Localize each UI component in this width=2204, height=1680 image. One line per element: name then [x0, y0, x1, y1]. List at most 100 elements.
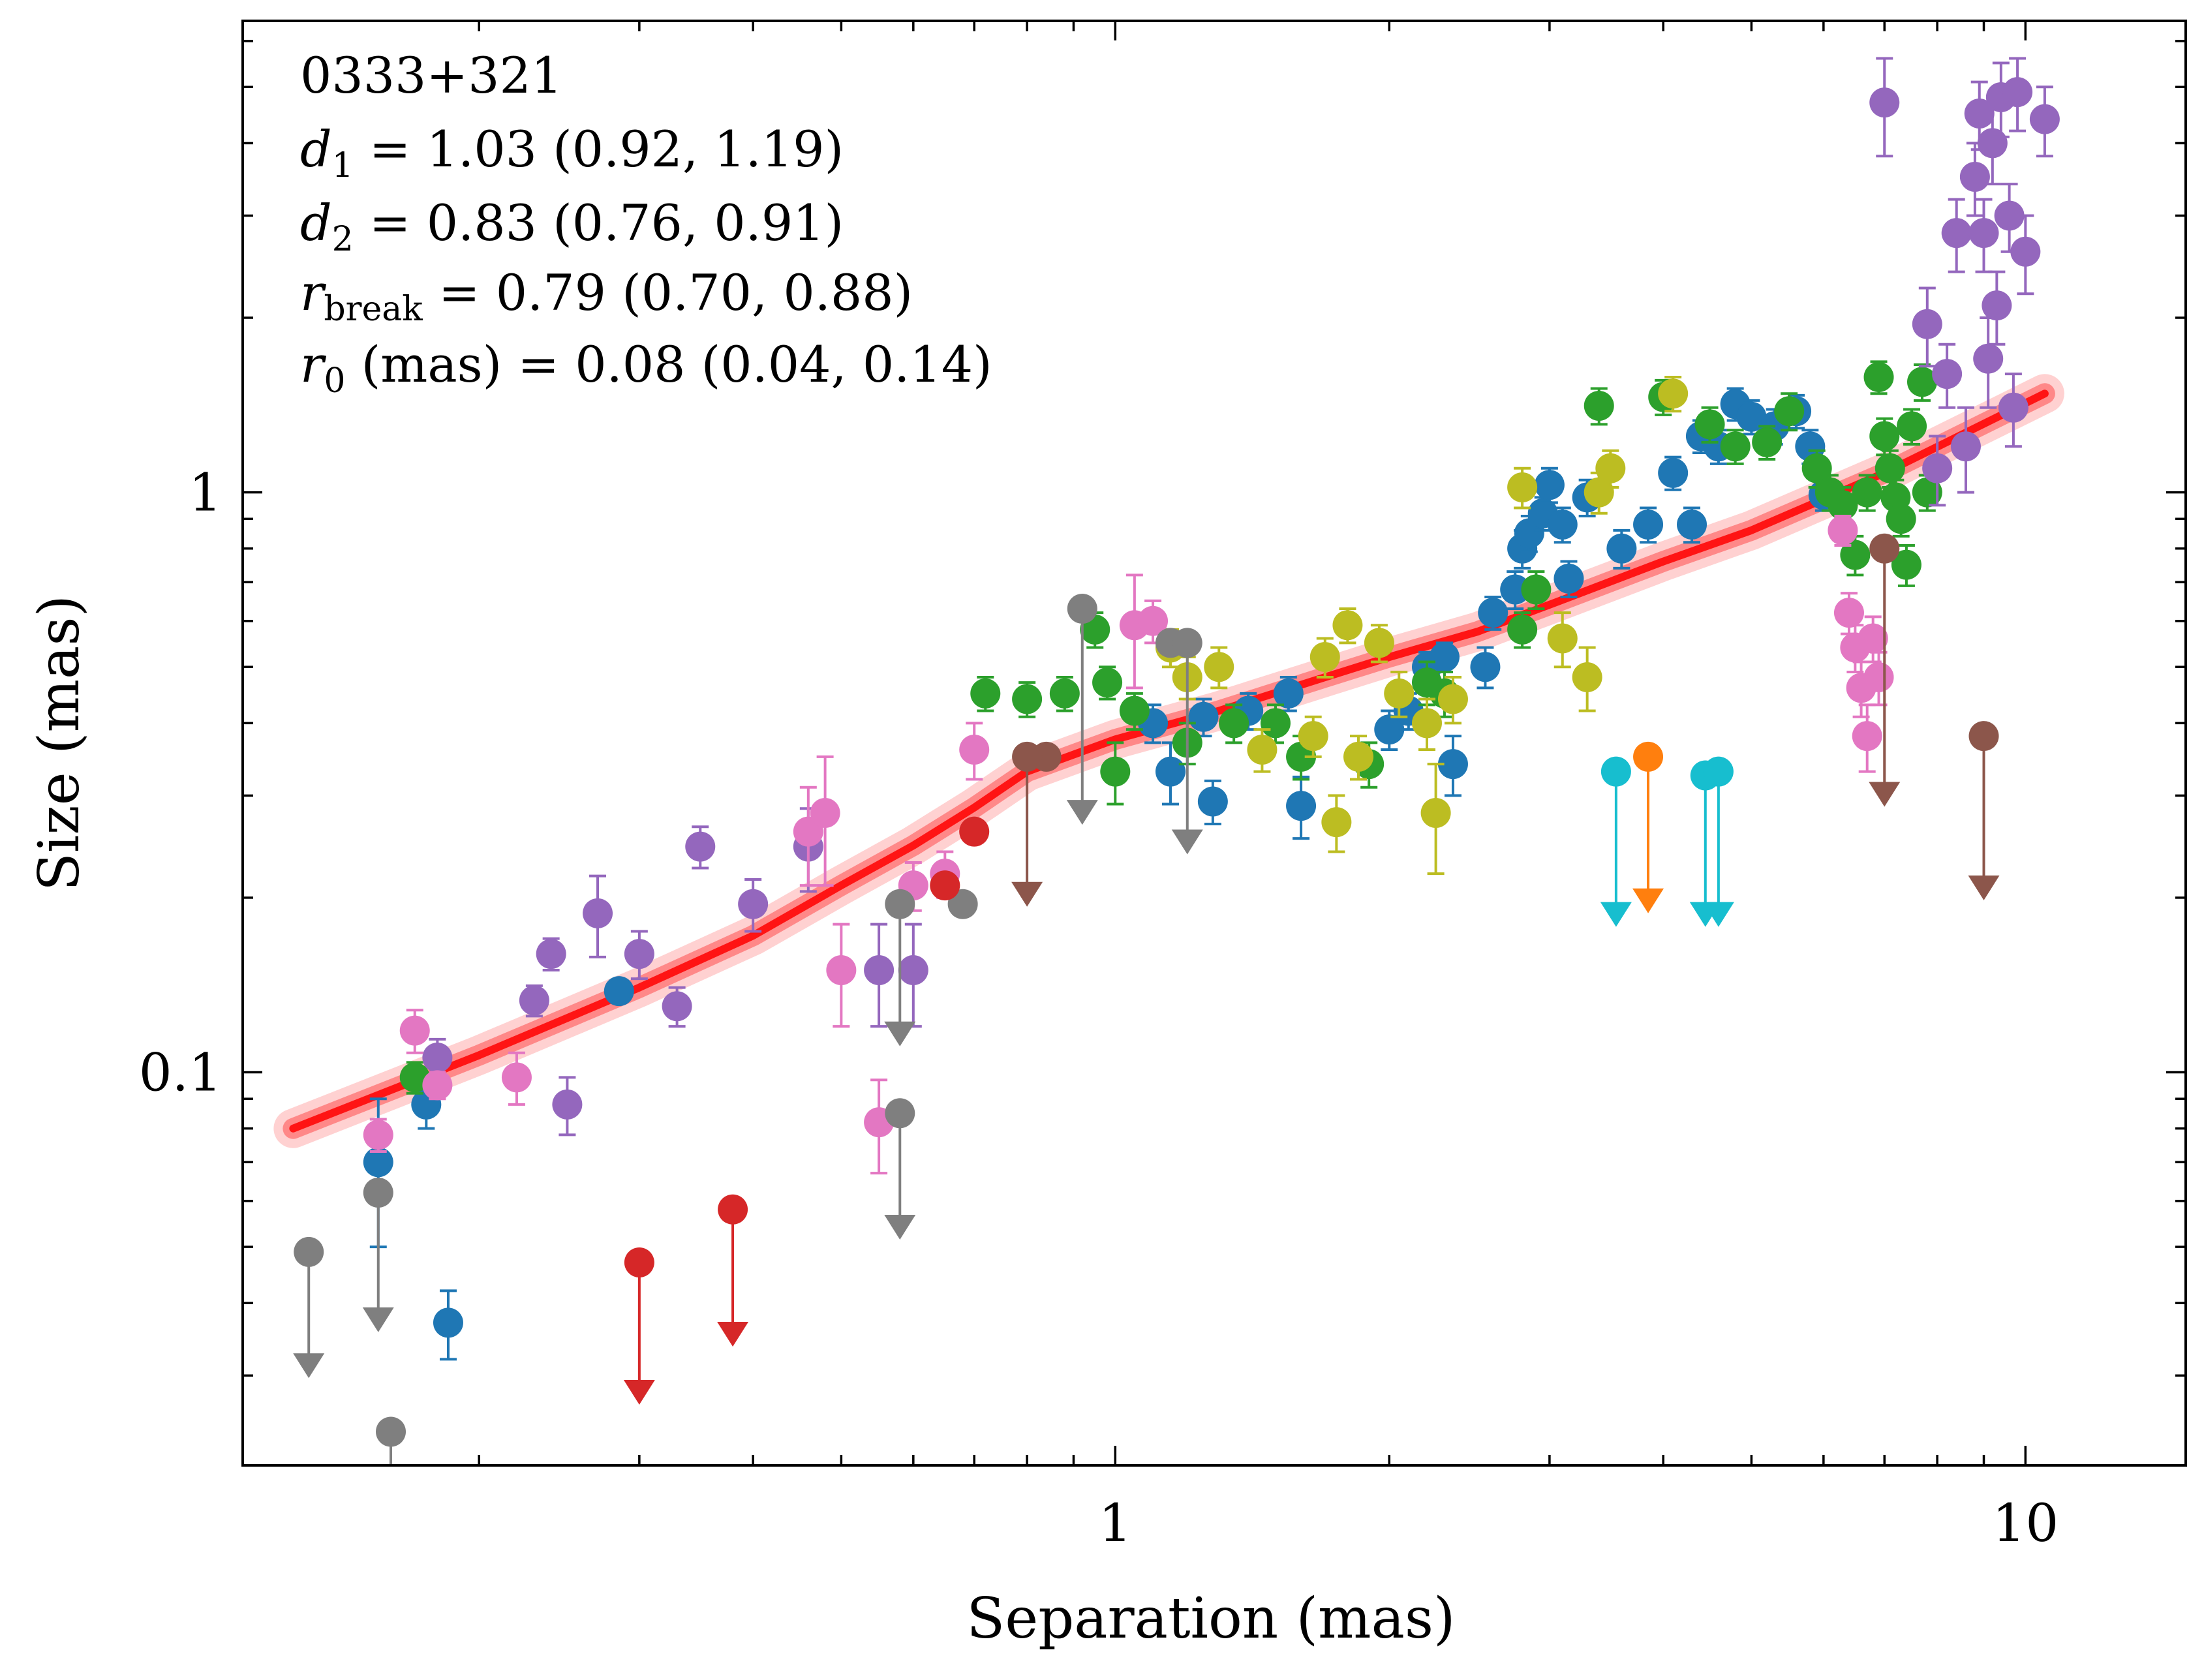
marker-purple: [1912, 309, 1942, 339]
limit-marker: [1172, 628, 1202, 658]
data-point: [363, 1118, 393, 1153]
marker-purple: [1968, 218, 1999, 249]
limit-arrow: [1171, 829, 1203, 855]
marker-green: [1912, 477, 1942, 508]
data-point: [1677, 506, 1707, 544]
series-yellow: [1155, 376, 1689, 876]
marker-blue: [363, 1147, 393, 1178]
marker-green: [1852, 477, 1882, 508]
limit-marker: [1869, 533, 1900, 564]
marker-blue: [1374, 714, 1405, 745]
upper-limit: [623, 1247, 655, 1405]
marker-yellow: [1309, 642, 1340, 673]
data-point: [864, 923, 895, 1028]
upper-limit: [376, 1416, 406, 1465]
limit-marker: [885, 1098, 915, 1129]
annotation-rbreak-symbol: r: [300, 264, 327, 322]
marker-purple: [2029, 104, 2060, 134]
marker-yellow: [1507, 472, 1538, 502]
data-point: [1204, 646, 1234, 690]
data-point: [826, 923, 857, 1028]
marker-blue: [1478, 598, 1508, 628]
data-point: [1869, 57, 1900, 158]
marker-yellow: [1420, 798, 1451, 829]
limit-arrow: [1011, 881, 1043, 907]
upper-limit: [1702, 756, 1734, 927]
data-point: [1774, 392, 1805, 432]
limit-marker: [294, 1236, 324, 1267]
data-point: [1840, 534, 1871, 577]
limit-arrow: [1869, 782, 1901, 807]
data-point: [662, 986, 692, 1028]
series-green: [399, 360, 1942, 1095]
y-axis-title: Size (mas): [27, 595, 92, 891]
marker-yellow: [1247, 735, 1278, 765]
annotation-d2-value: = 0.83 (0.76, 0.91): [354, 194, 844, 252]
data-point: [1470, 646, 1501, 690]
data-point: [1912, 286, 1942, 368]
data-point: [2010, 214, 2041, 296]
data-point: [1891, 543, 1921, 587]
marker-pink: [1852, 721, 1882, 752]
limit-marker: [1600, 756, 1631, 787]
data-point: [2002, 57, 2033, 132]
data-point: [1906, 363, 1937, 402]
x-axis-title: Separation (mas): [966, 1586, 1455, 1651]
data-point: [1500, 570, 1531, 610]
marker-pink: [1828, 515, 1858, 545]
upper-limit: [1869, 533, 1901, 807]
upper-limit: [1600, 756, 1632, 927]
marker-green: [1584, 390, 1614, 421]
upper-limit: [362, 1178, 394, 1332]
annotation-rbreak-value: = 0.79 (0.70, 0.88): [423, 264, 913, 322]
annotation-source: 0333+321: [300, 46, 562, 104]
tick-labels-group: 1 10 0.1 1: [139, 463, 2059, 1553]
marker-green: [1774, 396, 1805, 427]
marker-pink: [810, 798, 840, 829]
data-point: [1507, 466, 1538, 510]
marker-green: [1720, 431, 1751, 462]
marker-yellow: [1343, 741, 1374, 772]
data-point: [1554, 560, 1584, 599]
marker-purple: [422, 1043, 453, 1073]
marker-pink: [422, 1070, 453, 1101]
data-point: [1119, 692, 1150, 731]
limit-marker: [885, 889, 915, 919]
marker-purple: [1977, 128, 2008, 159]
data-point: [1100, 741, 1131, 806]
marker-green: [1507, 614, 1538, 645]
marker-purple: [519, 985, 549, 1016]
limit-arrow: [1600, 902, 1632, 927]
data-point: [1932, 343, 1963, 409]
data-point: [1437, 735, 1468, 797]
data-point: [399, 1009, 430, 1054]
data-point: [1694, 406, 1725, 444]
marker-blue: [1736, 401, 1767, 432]
annotation-rbreak-subscript: break: [324, 290, 423, 329]
data-point: [536, 937, 566, 971]
data-point: [1188, 697, 1219, 738]
marker-purple: [1932, 359, 1963, 389]
marker-purple: [1998, 392, 2028, 423]
marker-blue: [604, 976, 634, 1007]
annotation-r0-value: (mas) = 0.08 (0.04, 0.14): [345, 335, 992, 393]
annotation-d2-symbol: d: [300, 194, 332, 252]
y-tick-label: 1: [189, 463, 222, 523]
marker-green: [1869, 421, 1900, 451]
limit-marker: [1968, 721, 1999, 752]
data-point: [1197, 779, 1228, 825]
fit-annotation: 0333+321 d1 = 1.03 (0.92, 1.19) d2 = 0.8…: [300, 46, 992, 401]
marker-yellow: [1584, 477, 1614, 508]
data-point: [1998, 373, 2028, 448]
marker-green: [1875, 453, 1905, 483]
marker-blue: [1677, 509, 1707, 540]
upper-limit: [1171, 628, 1203, 855]
marker-green: [1260, 708, 1291, 739]
marker-yellow: [1658, 378, 1689, 409]
data-point: [1437, 675, 1468, 725]
marker-purple: [864, 955, 895, 985]
marker-yellow: [1411, 708, 1442, 739]
data-point: [1364, 624, 1394, 664]
data-point: [1273, 675, 1304, 712]
limit-marker: [363, 1178, 393, 1208]
